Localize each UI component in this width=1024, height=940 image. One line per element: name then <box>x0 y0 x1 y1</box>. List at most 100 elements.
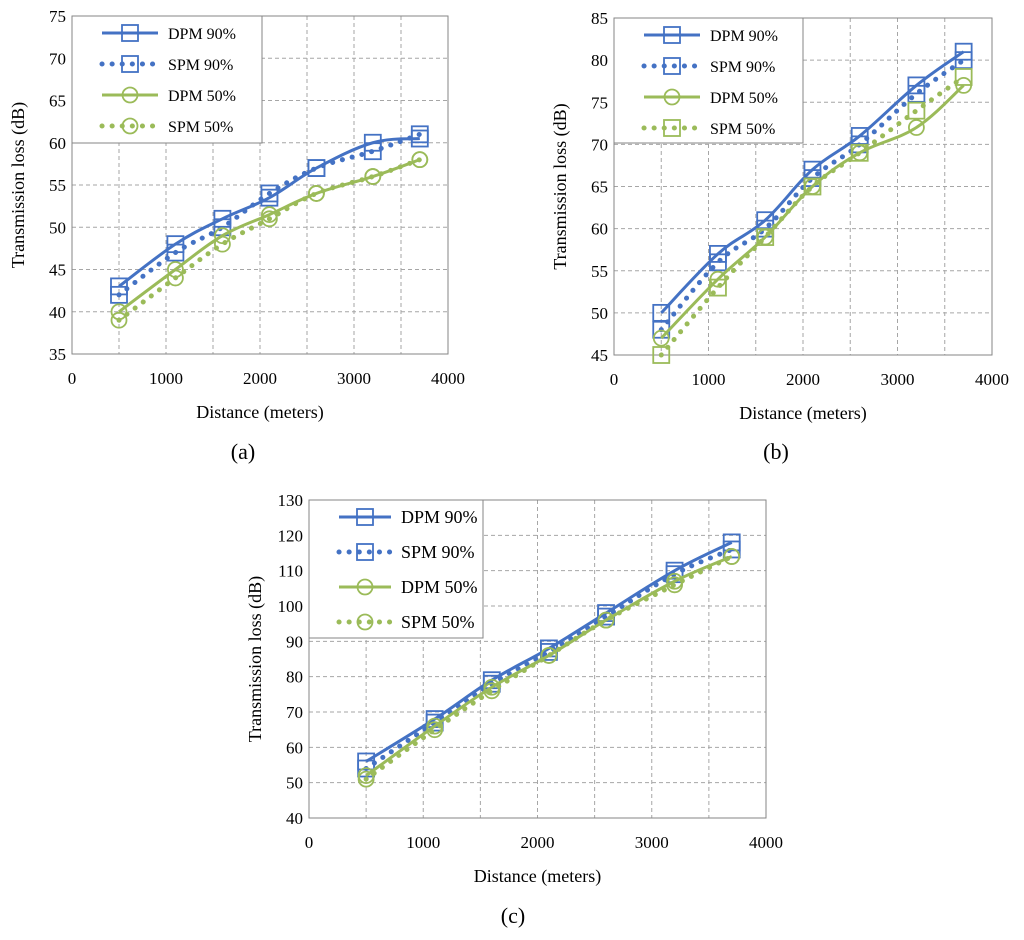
legend-label: DPM 90% <box>401 507 478 527</box>
legend-marker <box>121 24 139 42</box>
series-spm-50- <box>652 68 973 364</box>
y-tick-label: 65 <box>591 178 608 197</box>
y-tick-label: 60 <box>591 220 608 239</box>
y-tick-label: 80 <box>591 51 608 70</box>
legend-item: SPM 90% <box>641 57 775 76</box>
legend: DPM 90% SPM 90% DPM 50% SPM 50% <box>613 17 804 144</box>
data-point <box>410 125 429 144</box>
y-tick-label: 50 <box>591 304 608 323</box>
x-tick-label: 4000 <box>749 833 783 852</box>
y-tick-label: 90 <box>286 632 303 651</box>
y-tick-label: 50 <box>286 774 303 793</box>
y-axis-label: Transmission loss (dB) <box>8 102 29 268</box>
y-axis-label: Transmission loss (dB) <box>550 103 571 269</box>
y-tick-label: 55 <box>591 262 608 281</box>
y-tick-label: 60 <box>286 738 303 757</box>
legend-label: SPM 90% <box>401 542 475 562</box>
y-tick-label: 120 <box>278 526 304 545</box>
legend-label: SPM 90% <box>168 57 233 74</box>
series-line-dotted <box>116 131 423 298</box>
data-point <box>709 253 727 272</box>
legend-item: DPM 50% <box>102 86 236 105</box>
data-point <box>954 68 973 86</box>
data-point <box>425 713 444 732</box>
data-point <box>908 119 925 136</box>
legend-item: DPM 50% <box>339 577 478 597</box>
legend-item: SPM 90% <box>336 542 475 562</box>
caption-c: (c) <box>501 903 525 928</box>
data-point <box>110 311 128 329</box>
legend-item: SPM 50% <box>336 612 475 632</box>
legend-label: SPM 50% <box>710 121 775 138</box>
legend-label: DPM 50% <box>168 88 236 105</box>
data-point <box>907 101 926 120</box>
chart-panel-a: 35 40 45 50 55 60 65 70 75 0 1000 2000 3000 4000 Dista… <box>8 7 465 423</box>
y-tick-label: 110 <box>278 562 303 581</box>
data-point <box>723 548 741 565</box>
data-point <box>110 285 128 304</box>
data-point <box>260 210 278 228</box>
legend-item: DPM 90% <box>339 507 478 527</box>
legend-marker <box>356 508 374 526</box>
y-tick-label: 45 <box>591 346 608 365</box>
caption-b: (b) <box>763 439 789 464</box>
data-point <box>709 278 727 297</box>
y-tick-label: 35 <box>49 345 66 364</box>
y-tick-label: 50 <box>49 218 66 237</box>
y-tick-label: 60 <box>49 134 66 153</box>
legend-marker <box>663 26 681 44</box>
legend-marker <box>356 543 374 561</box>
legend-label: SPM 50% <box>168 119 233 136</box>
y-tick-label: 75 <box>49 7 66 26</box>
legend-item: SPM 90% <box>99 55 233 74</box>
y-tick-label: 85 <box>591 9 608 28</box>
x-tick-label: 4000 <box>975 370 1009 389</box>
legend-item: SPM 50% <box>99 117 233 136</box>
legend-marker <box>663 88 681 106</box>
legend: DPM 90% SPM 90% DPM 50% SPM 50% <box>308 499 484 639</box>
data-point <box>363 142 382 161</box>
legend-marker <box>121 86 139 104</box>
series-spm-50- <box>110 151 429 329</box>
legend-label: DPM 90% <box>710 28 778 45</box>
data-point <box>307 185 325 202</box>
series-line-dotted <box>363 554 735 782</box>
data-point <box>411 151 429 169</box>
y-tick-label: 130 <box>278 491 304 510</box>
x-tick-label: 4000 <box>431 369 465 388</box>
data-point <box>364 168 382 185</box>
y-tick-label: 75 <box>591 93 608 112</box>
y-tick-label: 55 <box>49 176 66 195</box>
data-point <box>540 647 558 664</box>
data-point <box>357 770 375 788</box>
y-tick-label: 65 <box>49 92 66 111</box>
x-tick-label: 1000 <box>406 833 440 852</box>
x-tick-label: 2000 <box>521 833 555 852</box>
x-axis-label: Distance (meters) <box>739 403 866 424</box>
x-tick-label: 0 <box>610 370 619 389</box>
legend-label: SPM 90% <box>710 59 775 76</box>
x-tick-label: 0 <box>68 369 77 388</box>
y-tick-label: 70 <box>591 135 608 154</box>
data-point <box>307 159 326 178</box>
legend-item: DPM 90% <box>644 26 778 45</box>
legend-label: SPM 50% <box>401 612 475 632</box>
series-line <box>118 158 421 313</box>
series-line-dotted <box>116 157 423 323</box>
x-tick-label: 1000 <box>692 370 726 389</box>
legend-marker <box>663 119 681 137</box>
y-tick-label: 40 <box>49 303 66 322</box>
data-point <box>666 576 683 594</box>
series-line <box>118 137 420 288</box>
legend-label: DPM 50% <box>710 90 778 107</box>
x-tick-label: 3000 <box>881 370 915 389</box>
data-point <box>426 721 444 739</box>
y-tick-label: 80 <box>286 668 303 687</box>
x-tick-label: 3000 <box>635 833 669 852</box>
legend-label: DPM 90% <box>168 26 236 43</box>
x-axis-label: Distance (meters) <box>474 866 601 887</box>
legend-box <box>71 15 263 144</box>
data-point <box>803 177 822 196</box>
chart-panel-b: 45 50 55 60 65 70 75 80 85 0 1000 2000 3000 4000 Dista… <box>550 9 1009 424</box>
